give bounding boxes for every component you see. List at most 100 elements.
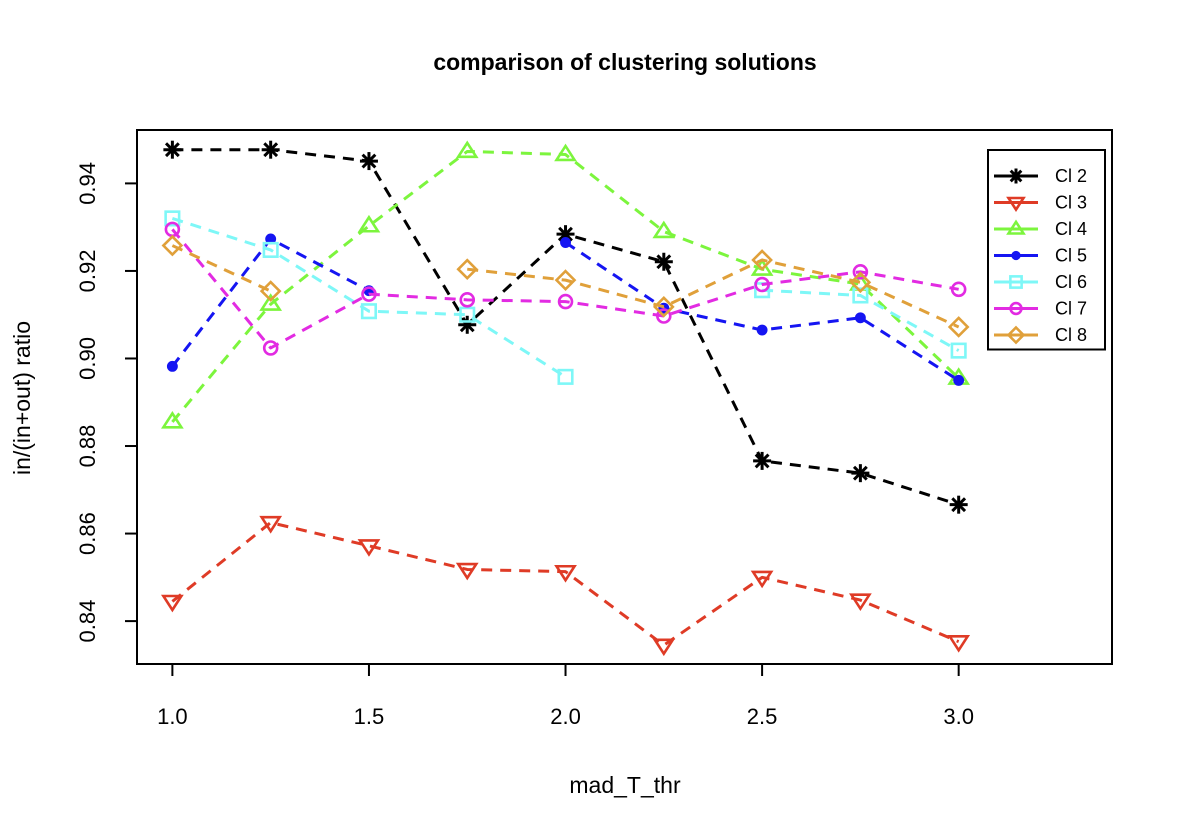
data-point bbox=[455, 562, 479, 581]
asterisk-stroke bbox=[852, 465, 868, 481]
data-point bbox=[166, 360, 178, 372]
diamond-marker bbox=[1006, 325, 1026, 345]
series-cl-5 bbox=[166, 233, 965, 386]
data-point bbox=[554, 564, 577, 583]
x-tick-label: 2.0 bbox=[550, 704, 581, 729]
data-point bbox=[947, 634, 971, 653]
asterisk-stroke bbox=[656, 254, 672, 270]
series-cl-3 bbox=[160, 515, 971, 657]
data-point bbox=[652, 220, 676, 239]
data-point bbox=[652, 638, 676, 657]
y-axis: 0.84 0.86 0.88 0.90 0.92 0.94 bbox=[75, 162, 138, 643]
data-point bbox=[949, 495, 968, 514]
asterisk-stroke bbox=[164, 142, 180, 158]
asterisk-stroke bbox=[1009, 169, 1023, 183]
data-point bbox=[654, 252, 673, 271]
data-point bbox=[754, 276, 770, 293]
x-axis-label: mad_T_thr bbox=[569, 772, 681, 798]
legend-item: Cl 3 bbox=[994, 193, 1087, 213]
asterisk-stroke bbox=[558, 226, 573, 242]
x-tick-label: 3.0 bbox=[943, 704, 974, 729]
legend-label: Cl 2 bbox=[1055, 166, 1087, 186]
data-point bbox=[849, 271, 872, 294]
data-point bbox=[750, 570, 774, 589]
series-line bbox=[171, 228, 959, 350]
series-layer bbox=[160, 140, 971, 657]
series-cl-4 bbox=[160, 140, 971, 429]
legend-item: Cl 5 bbox=[994, 246, 1087, 266]
data-point bbox=[851, 464, 870, 483]
data-point bbox=[950, 281, 967, 298]
square-marker bbox=[1009, 275, 1023, 289]
data-point bbox=[163, 140, 182, 159]
series-line bbox=[171, 244, 272, 293]
series-cl-2 bbox=[163, 140, 968, 514]
asterisk-stroke bbox=[361, 153, 377, 169]
triangle-down-marker bbox=[1006, 196, 1026, 213]
x-tick-label: 1.0 bbox=[157, 704, 188, 729]
data-point bbox=[262, 241, 279, 258]
circle-marker bbox=[1009, 301, 1023, 316]
data-point bbox=[361, 286, 377, 302]
series-cl-8 bbox=[161, 234, 970, 338]
y-tick-label: 0.90 bbox=[75, 337, 100, 380]
data-point bbox=[656, 308, 672, 324]
series-cl-6 bbox=[164, 210, 967, 385]
data-point bbox=[259, 293, 283, 311]
data-point bbox=[160, 411, 184, 429]
triangle-up-marker bbox=[1006, 219, 1026, 235]
series-cl-7 bbox=[164, 221, 967, 356]
data-point bbox=[953, 374, 965, 386]
data-point bbox=[359, 152, 378, 171]
asterisk-marker bbox=[1008, 168, 1024, 184]
series-line bbox=[172, 148, 960, 507]
legend-box bbox=[987, 149, 1106, 351]
data-point bbox=[262, 340, 279, 356]
asterisk-stroke bbox=[754, 453, 770, 469]
data-point bbox=[556, 225, 575, 244]
data-point bbox=[557, 293, 574, 310]
y-axis-label: in/(in+out) ratio bbox=[9, 321, 35, 475]
legend-label: Cl 8 bbox=[1055, 325, 1087, 345]
legend-label: Cl 4 bbox=[1055, 219, 1087, 239]
legend-item: Cl 2 bbox=[994, 166, 1087, 186]
data-point bbox=[261, 140, 280, 159]
data-point bbox=[849, 593, 872, 612]
series-line bbox=[467, 258, 960, 329]
y-tick-label: 0.92 bbox=[75, 250, 100, 293]
asterisk-stroke bbox=[951, 497, 967, 513]
x-axis: 1.0 1.5 2.0 2.5 3.0 bbox=[157, 663, 974, 729]
y-tick-label: 0.84 bbox=[75, 600, 100, 643]
legend-item: Cl 7 bbox=[994, 299, 1087, 319]
data-point bbox=[455, 140, 479, 159]
data-point bbox=[753, 451, 772, 470]
data-point bbox=[554, 143, 577, 162]
data-point bbox=[161, 234, 184, 257]
plot-frame bbox=[136, 129, 1113, 665]
data-point bbox=[259, 515, 283, 534]
data-point bbox=[852, 264, 869, 280]
dot-marker bbox=[1011, 250, 1021, 261]
data-point bbox=[357, 214, 381, 233]
legend-label: Cl 6 bbox=[1055, 272, 1087, 292]
data-point bbox=[947, 316, 970, 338]
legend-item: Cl 6 bbox=[994, 272, 1087, 292]
series-line bbox=[171, 216, 567, 379]
legend-item: Cl 4 bbox=[994, 219, 1087, 239]
series-line bbox=[171, 149, 960, 423]
asterisk-stroke bbox=[263, 142, 279, 158]
data-point bbox=[652, 295, 675, 318]
y-tick-label: 0.94 bbox=[75, 162, 100, 205]
data-point bbox=[560, 237, 571, 248]
data-point bbox=[456, 258, 479, 281]
data-point bbox=[357, 539, 381, 557]
legend: Cl 2 Cl 3 Cl 4 Cl 5 Cl 6 Cl 7 Cl 8 bbox=[987, 149, 1106, 351]
data-point bbox=[751, 249, 773, 271]
data-point bbox=[360, 303, 378, 320]
chart-title: comparison of clustering solutions bbox=[433, 49, 816, 75]
data-point bbox=[554, 269, 577, 291]
data-point bbox=[852, 287, 869, 304]
legend-label: Cl 7 bbox=[1055, 299, 1087, 319]
data-point bbox=[259, 280, 282, 302]
